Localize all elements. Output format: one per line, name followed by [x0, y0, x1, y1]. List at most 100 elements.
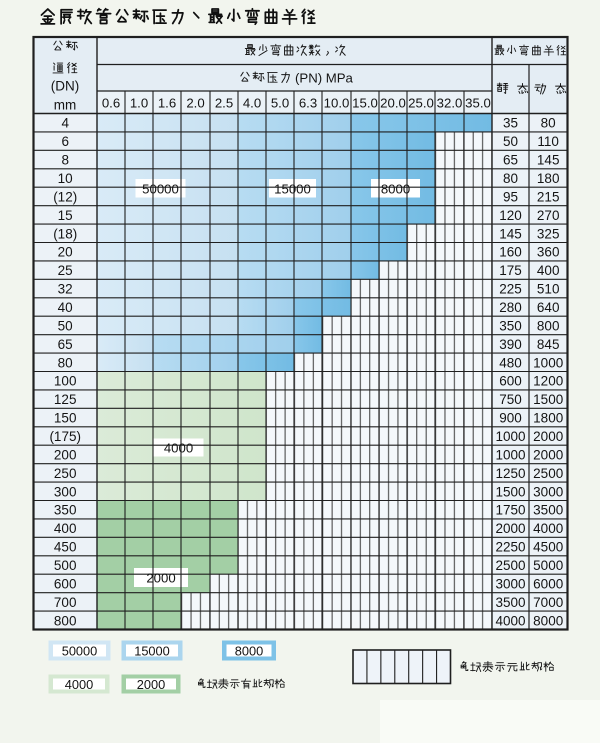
- svg-text:(18): (18): [53, 226, 77, 241]
- svg-text:15.0: 15.0: [352, 95, 378, 110]
- svg-text:2000: 2000: [533, 447, 563, 462]
- svg-text:2000: 2000: [137, 677, 165, 692]
- svg-text:35.0: 35.0: [465, 95, 491, 110]
- svg-text:1.0: 1.0: [130, 95, 148, 110]
- svg-text:10.0: 10.0: [324, 95, 350, 110]
- svg-text:1500: 1500: [533, 392, 563, 407]
- svg-text:510: 510: [537, 282, 560, 297]
- svg-text:15000: 15000: [274, 181, 311, 196]
- svg-text:700: 700: [54, 595, 77, 610]
- svg-text:2000: 2000: [146, 571, 175, 586]
- svg-text:40: 40: [58, 300, 73, 315]
- svg-text:350: 350: [54, 503, 77, 518]
- svg-text:3500: 3500: [533, 503, 563, 518]
- svg-text:1500: 1500: [495, 484, 525, 499]
- svg-text:2250: 2250: [495, 540, 525, 555]
- svg-text:mm: mm: [54, 98, 77, 113]
- svg-text:(12): (12): [53, 189, 77, 204]
- svg-text:6: 6: [61, 134, 69, 149]
- svg-text:8000: 8000: [381, 181, 410, 196]
- svg-text:25.0: 25.0: [408, 95, 434, 110]
- svg-text:15: 15: [58, 208, 73, 223]
- svg-text:65: 65: [503, 153, 518, 168]
- svg-text:400: 400: [54, 521, 77, 536]
- svg-text:(DN): (DN): [51, 79, 80, 94]
- svg-text:50: 50: [503, 134, 518, 149]
- svg-text:7000: 7000: [533, 595, 563, 610]
- svg-text:125: 125: [54, 392, 77, 407]
- svg-text:180: 180: [537, 171, 560, 186]
- svg-text:32.0: 32.0: [437, 95, 463, 110]
- svg-text:1000: 1000: [533, 355, 563, 370]
- svg-text:50000: 50000: [142, 181, 179, 196]
- svg-text:480: 480: [499, 355, 522, 370]
- svg-text:175: 175: [499, 263, 522, 278]
- svg-text:1.6: 1.6: [158, 95, 176, 110]
- svg-text:4.0: 4.0: [243, 95, 261, 110]
- svg-text:2000: 2000: [495, 521, 525, 536]
- svg-text:250: 250: [54, 466, 77, 481]
- svg-text:2.5: 2.5: [215, 95, 233, 110]
- svg-text:1750: 1750: [495, 503, 525, 518]
- svg-text:160: 160: [499, 245, 522, 260]
- svg-text:80: 80: [541, 116, 556, 131]
- svg-text:15000: 15000: [134, 644, 170, 659]
- svg-text:325: 325: [537, 226, 560, 241]
- svg-text:8000: 8000: [235, 644, 263, 659]
- svg-text:225: 225: [499, 282, 522, 297]
- svg-text:6000: 6000: [533, 576, 563, 591]
- svg-text:145: 145: [537, 153, 560, 168]
- svg-text:20.0: 20.0: [380, 95, 406, 110]
- svg-text:4000: 4000: [164, 441, 193, 456]
- svg-text:35: 35: [503, 116, 518, 131]
- svg-text:150: 150: [54, 411, 77, 426]
- svg-text:360: 360: [537, 245, 560, 260]
- svg-text:1250: 1250: [495, 466, 525, 481]
- svg-text:120: 120: [499, 208, 522, 223]
- svg-text:(175): (175): [49, 429, 81, 444]
- svg-text:5000: 5000: [533, 558, 563, 573]
- svg-text:500: 500: [54, 558, 77, 573]
- svg-text:(PN) MPa: (PN) MPa: [295, 70, 354, 85]
- svg-text:95: 95: [503, 189, 518, 204]
- svg-text:10: 10: [58, 171, 73, 186]
- svg-text:8000: 8000: [533, 613, 563, 628]
- svg-text:20: 20: [58, 245, 73, 260]
- svg-text:215: 215: [537, 189, 560, 204]
- svg-text:1800: 1800: [533, 411, 563, 426]
- svg-text:750: 750: [499, 392, 522, 407]
- svg-text:4000: 4000: [533, 521, 563, 536]
- svg-text:80: 80: [503, 171, 518, 186]
- svg-text:3000: 3000: [495, 576, 525, 591]
- svg-text:25: 25: [58, 263, 73, 278]
- svg-text:450: 450: [54, 540, 77, 555]
- svg-text:270: 270: [537, 208, 560, 223]
- svg-text:6.3: 6.3: [299, 95, 317, 110]
- svg-text:390: 390: [499, 337, 522, 352]
- svg-text:400: 400: [537, 263, 560, 278]
- svg-text:1200: 1200: [533, 374, 563, 389]
- svg-text:80: 80: [58, 355, 73, 370]
- svg-text:300: 300: [54, 484, 77, 499]
- svg-text:50: 50: [58, 318, 73, 333]
- svg-text:2.0: 2.0: [186, 95, 204, 110]
- svg-text:50000: 50000: [62, 644, 98, 659]
- svg-text:3000: 3000: [533, 484, 563, 499]
- svg-text:640: 640: [537, 300, 560, 315]
- svg-text:845: 845: [537, 337, 560, 352]
- svg-text:3500: 3500: [495, 595, 525, 610]
- svg-text:2500: 2500: [495, 558, 525, 573]
- svg-text:110: 110: [537, 134, 559, 149]
- svg-text:65: 65: [58, 337, 73, 352]
- svg-text:600: 600: [499, 374, 522, 389]
- svg-text:2000: 2000: [533, 429, 563, 444]
- svg-text:2500: 2500: [533, 466, 563, 481]
- svg-text:8: 8: [61, 153, 69, 168]
- svg-text:4500: 4500: [533, 540, 563, 555]
- svg-text:32: 32: [58, 282, 73, 297]
- svg-text:350: 350: [499, 318, 522, 333]
- svg-text:5.0: 5.0: [271, 95, 289, 110]
- svg-text:1000: 1000: [495, 429, 525, 444]
- svg-text:4000: 4000: [65, 677, 93, 692]
- svg-text:600: 600: [54, 576, 77, 591]
